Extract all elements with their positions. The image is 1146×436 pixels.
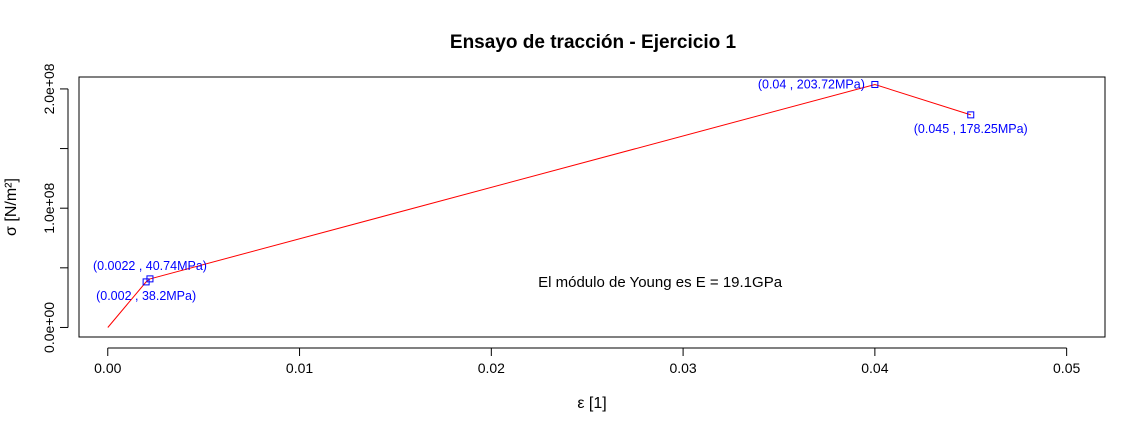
x-tick-label: 0.01 bbox=[286, 360, 313, 376]
x-tick-label: 0.04 bbox=[861, 360, 888, 376]
y-tick-label: 0.0e+00 bbox=[41, 302, 57, 353]
x-axis-label: ε [1] bbox=[577, 395, 606, 412]
point-label: (0.045 , 178.25MPa) bbox=[914, 122, 1028, 136]
young-modulus-annotation: El módulo de Young es E = 19.1GPa bbox=[538, 274, 783, 291]
point-label: (0.002 , 38.2MPa) bbox=[96, 289, 196, 303]
stress-strain-line bbox=[107, 83, 971, 328]
y-axis: 0.0e+00 1.0e+08 2.0e+08 bbox=[41, 63, 69, 353]
point-marker bbox=[871, 80, 879, 88]
point-marker bbox=[146, 275, 154, 283]
x-tick-label: 0.02 bbox=[478, 360, 505, 376]
points-layer: (0.002 , 38.2MPa) (0.0022 , 40.74MPa) (0.0… bbox=[93, 77, 1028, 302]
y-tick-label: 1.0e+08 bbox=[41, 182, 57, 233]
series-layer bbox=[107, 83, 971, 328]
x-tick-label: 0.00 bbox=[94, 360, 121, 376]
y-tick-label: 2.0e+08 bbox=[41, 63, 57, 114]
x-tick-label: 0.03 bbox=[669, 360, 696, 376]
point-label: (0.04 , 203.72MPa) bbox=[758, 77, 865, 91]
x-axis: 0.00 0.01 0.02 0.03 0.04 0.05 bbox=[94, 347, 1080, 376]
y-axis-label: σ [N/m²] bbox=[3, 178, 20, 236]
plot-box bbox=[78, 76, 1106, 338]
x-tick-label: 0.05 bbox=[1053, 360, 1080, 376]
point-label: (0.0022 , 40.74MPa) bbox=[93, 259, 207, 273]
chart-title: Ensayo de tracción - Ejercicio 1 bbox=[450, 32, 737, 53]
point-marker bbox=[967, 111, 975, 119]
